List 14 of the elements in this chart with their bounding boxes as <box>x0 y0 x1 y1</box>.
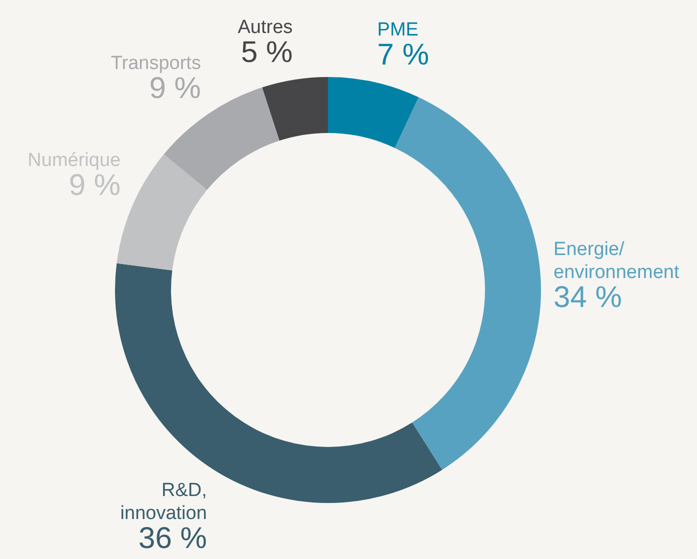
slice-label: Autres <box>238 16 293 38</box>
donut-slice <box>262 77 328 141</box>
data-label: 9 % <box>149 72 201 106</box>
slice-label: PME <box>377 19 418 40</box>
data-label: 34 % <box>554 280 622 314</box>
data-label: 7 % <box>377 38 430 72</box>
donut-slice <box>115 263 442 503</box>
donut-slice <box>328 77 419 148</box>
data-label: 5 % <box>240 36 293 69</box>
slice-label: R&D, innovation <box>120 480 207 524</box>
donut-slice <box>394 97 541 470</box>
slice-label: Transports <box>110 53 201 74</box>
slice-label: Energie/ environnement <box>554 238 680 283</box>
data-label: 36 % <box>138 522 207 555</box>
